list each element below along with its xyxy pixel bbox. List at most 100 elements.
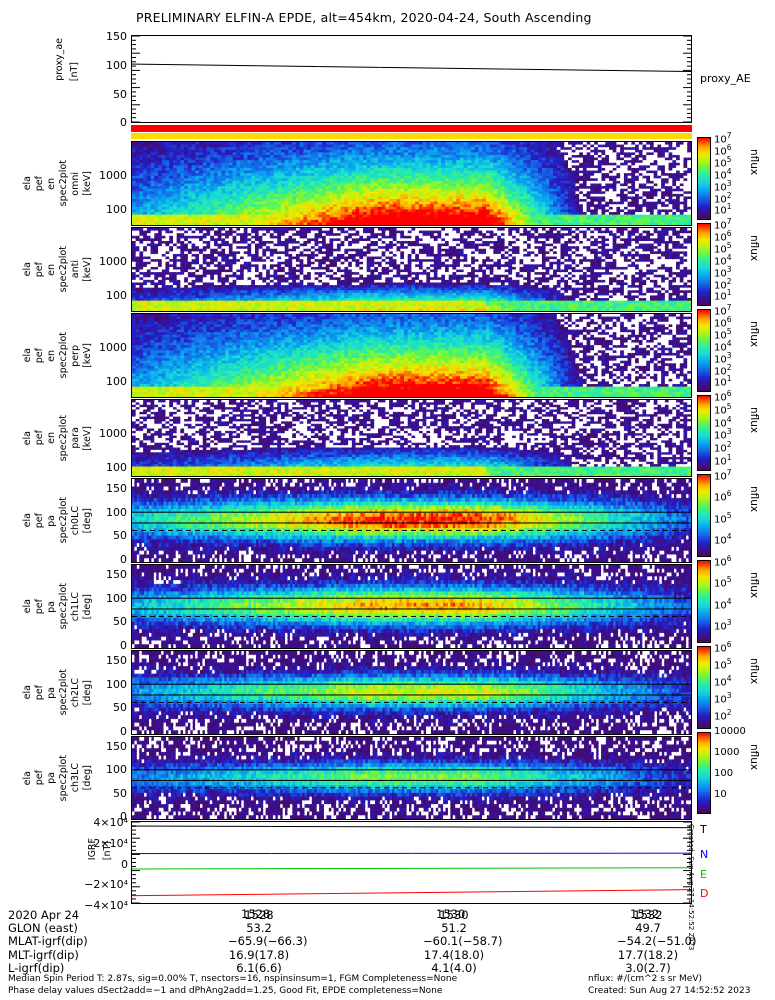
spectrogram-image-2 — [132, 314, 691, 397]
colorbar-6-tick-2: 104 — [714, 673, 732, 689]
colorbar-1-tick-5: 102 — [714, 276, 732, 291]
panel-0-ylabel-line-1: pef — [34, 175, 45, 192]
panel-0-ytick-100: 100 — [106, 203, 127, 216]
param-row-label-2: MLAT-igrf(dip) — [8, 934, 88, 949]
param-row-0-col-0: 1528 — [244, 908, 274, 922]
panel-0-ylabel-line-0: ela — [22, 176, 33, 191]
colorbar-1-tick-3: 104 — [714, 252, 732, 268]
igrf-ytick-4: −4×10⁴ — [84, 899, 128, 912]
param-row-label-0: 2020 Apr 24 — [8, 908, 80, 922]
colorbar-4 — [697, 474, 711, 557]
panel-6-ytick-50: 50 — [113, 701, 127, 715]
colorbar-0-label: nflux — [748, 149, 760, 176]
colorbar-0-tick-5: 102 — [714, 190, 732, 205]
colorbar-6 — [697, 646, 711, 729]
panel-1-ytick-100: 100 — [106, 289, 127, 302]
panel-0-ylabel-line-4: omni — [70, 171, 81, 196]
panel-5-ylabel-line-1: pef — [34, 598, 45, 615]
colorbar-7-tick-2: 100 — [714, 768, 734, 780]
colorbar-3-tick-2: 104 — [714, 414, 732, 429]
panel-3-ytick-100: 100 — [106, 461, 127, 474]
pitchangle-spectrogram-panel-7 — [131, 736, 692, 820]
colorbar-2-label: nflux — [748, 321, 760, 348]
panel-7-ylabel-line-0: ela — [22, 770, 33, 786]
proxy-ae-ytick-150: 150 — [106, 30, 127, 43]
pitchangle-spectrogram-panel-6 — [131, 650, 692, 735]
panel-6-ytick-100: 100 — [106, 677, 127, 691]
colorbar-0-tick-1: 106 — [714, 142, 732, 158]
colorbar-2-tick-1: 106 — [714, 314, 732, 330]
spectrogram-image-7 — [132, 737, 691, 819]
panel-ylabel-7: ela pef pa spec2plot ch3LC [deg] — [22, 738, 94, 818]
panel-1-ylabel-line-3: spec2plot — [58, 246, 69, 293]
param-row-2-col-1: −60.1(−58.7) — [423, 934, 503, 949]
spectrogram-image-5 — [132, 565, 691, 648]
footer-nflux-units: nflux: #/(cm^2 s sr MeV) — [588, 974, 702, 984]
panel-5-ytick-150: 150 — [106, 568, 127, 581]
spectrogram-image-4 — [132, 479, 691, 562]
panel-5-ylabel-line-5: [deg] — [82, 593, 93, 620]
igrf-legend-T: T — [700, 823, 707, 836]
panel-1-ylabel-line-4: anti — [70, 260, 81, 279]
colorbar-3-tick-4: 102 — [714, 440, 732, 455]
panel-4-ylabel-line-5: [deg] — [82, 507, 93, 534]
panel-ylabel-1: ela pef en spec2plot anti [keV] — [22, 229, 94, 310]
panel-ylabel-4: ela pef pa spec2plot ch0LC [deg] — [22, 480, 94, 561]
page-title: PRELIMINARY ELFIN-A EPDE, alt=454km, 202… — [136, 10, 592, 25]
panel-3-ylabel-line-3: spec2plot — [58, 414, 69, 462]
colorbar-3-tick-3: 103 — [714, 427, 732, 442]
panel-2-ytick-1000: 1000 — [99, 341, 127, 354]
colorbar-1-label: nflux — [748, 235, 760, 262]
igrf-legend-N: N — [700, 848, 709, 861]
param-row-4-col-0: 6.1(6.6) — [236, 960, 282, 975]
panel-4-ylabel-line-3: spec2plot — [58, 497, 69, 544]
panel-4-ylabel-line-0: ela — [22, 513, 33, 528]
panel-6-ytick-150: 150 — [106, 654, 127, 667]
param-row-1-col-1: 51.2 — [441, 921, 467, 936]
colorbar-0-tick-3: 104 — [714, 166, 732, 182]
param-row-4-col-1: 4.1(4.0) — [431, 960, 477, 975]
igrf-traces — [132, 822, 691, 903]
panel-7-ytick-100: 100 — [106, 763, 127, 777]
colorbar-7-tick-1: 1000 — [714, 747, 740, 759]
colorbar-7 — [697, 732, 711, 814]
panel-7-ylabel-line-1: pef — [34, 770, 45, 786]
panel-3-ylabel-line-5: [keV] — [82, 425, 93, 451]
energy-spectrogram-panel-2 — [131, 313, 692, 398]
panel-5-ytick-50: 50 — [113, 615, 127, 629]
panel-5-ylabel-line-3: spec2plot — [58, 583, 69, 630]
panel-3-ylabel-line-4: para — [70, 427, 81, 449]
panel-5-ylabel-line-0: ela — [22, 599, 33, 614]
colorbar-2-tick-4: 103 — [714, 350, 732, 365]
panel-7-ytick-50: 50 — [113, 786, 127, 800]
panel-4-ylabel-line-2: pa — [46, 514, 57, 527]
panel-5-ytick-100: 100 — [106, 591, 127, 605]
colorbar-5-tick-3: 103 — [714, 617, 732, 633]
panel-2-ylabel-line-4: perp — [70, 344, 81, 367]
created-vertical-stamp: Created: Sun Aug 27 14:52:52 2023 — [687, 824, 695, 951]
colorbar-0 — [697, 137, 711, 220]
footer-created: Created: Sun Aug 27 14:52:52 2023 — [588, 986, 751, 996]
energy-spectrogram-panel-3 — [131, 399, 692, 477]
panel-4-ytick-150: 150 — [106, 482, 127, 495]
panel-ylabel-0: ela pef en spec2plot omni [keV] — [22, 143, 94, 224]
igrf-ytick-3: −2×10⁴ — [84, 878, 128, 891]
panel-ylabel-3: ela pef en spec2plot para [keV] — [22, 401, 94, 475]
panel-ylabel-2: ela pef en spec2plot perp [keV] — [22, 315, 94, 396]
colorbar-2-tick-2: 105 — [714, 326, 732, 342]
param-row-3-col-2: 17.7(18.2) — [617, 947, 679, 962]
footer-line-2: Phase delay values dSect2add=−1 and dPhA… — [8, 986, 443, 996]
colorbar-4-tick-0: 107 — [714, 468, 732, 483]
xaxis-tick-1528: 1528 — [241, 907, 271, 921]
proxy-ae-ylabel-1: proxy_ae — [54, 38, 65, 81]
colorbar-2-tick-3: 104 — [714, 338, 732, 354]
proxy-ae-ytick-100: 100 — [106, 59, 127, 72]
colorbar-2-tick-5: 102 — [714, 362, 732, 377]
proxy-ae-trace — [132, 36, 691, 122]
panel-0-ylabel-line-3: spec2plot — [58, 160, 69, 207]
xaxis-tick-1530: 1530 — [436, 907, 466, 921]
proxy-ae-panel — [131, 35, 692, 123]
panel-1-ylabel-line-2: en — [46, 263, 57, 276]
panel-4-ylabel-line-1: pef — [34, 512, 45, 529]
spectrogram-image-6 — [132, 651, 691, 734]
